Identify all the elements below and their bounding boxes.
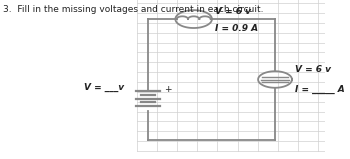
Text: V = ___v: V = ___v	[84, 83, 124, 92]
Text: I = _____ A: I = _____ A	[295, 84, 345, 94]
Text: V = 6 v: V = 6 v	[215, 7, 251, 16]
Text: +: +	[164, 85, 171, 94]
Text: 3.  Fill in the missing voltages and current in each circuit.: 3. Fill in the missing voltages and curr…	[3, 5, 264, 14]
Text: V = 6 v: V = 6 v	[295, 66, 331, 74]
Text: I = 0.9 A: I = 0.9 A	[215, 24, 258, 33]
